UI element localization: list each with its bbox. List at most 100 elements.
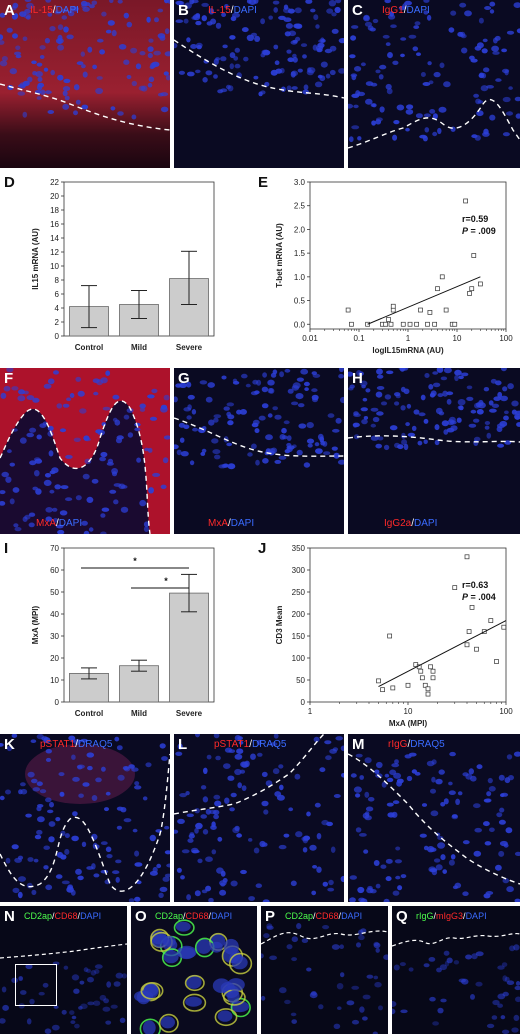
- panel-m-micrograph: M rIgG/DRAQ5: [348, 734, 520, 902]
- panel-n-stain-label: CD2ap/CD68/DAPI: [24, 911, 102, 921]
- panel-d-letter: D: [4, 174, 15, 191]
- panel-a-micrograph: A IL-15/DAPI: [0, 0, 170, 168]
- panel-j-chart: J 0 50 100 150 200 250 300 350 1 10 100 MxA (MPI) CD…: [254, 538, 520, 730]
- panel-n-zoom-box: [15, 964, 57, 1006]
- correlation-p: P = .009: [462, 226, 496, 236]
- chart-i-svg: 0 10 20 30 40 50 60 70 MxA (MPI) Control Mild Sever…: [31, 544, 215, 718]
- y-tick-label: 30: [50, 632, 59, 641]
- scatter-point: [478, 281, 483, 287]
- x-tick-label: 10: [453, 334, 462, 343]
- y-tick-label: 14: [50, 234, 59, 243]
- scatter-point: [425, 686, 431, 692]
- x-category-label: Mild: [131, 709, 147, 718]
- scatter-point: [425, 321, 430, 327]
- chart-j-svg: 0 50 100 150 200 250 300 350 1 10 100 MxA (MPI) CD3 …: [275, 544, 513, 728]
- y-tick-label: 8: [55, 276, 60, 285]
- panel-m-letter: M: [352, 736, 365, 753]
- scatter-point: [349, 321, 354, 327]
- x-category-label: Severe: [176, 343, 203, 352]
- x-tick-label: 100: [499, 707, 513, 716]
- panel-j-letter: J: [258, 540, 267, 557]
- chart-d-svg: 0 2 4 6 8 10 12 14 16 18 20 22 IL15 mRNA (AU) Control…: [31, 178, 215, 352]
- scatter-point: [474, 646, 479, 652]
- y-tick-label: 1.0: [294, 273, 306, 282]
- x-category-label: Control: [75, 343, 103, 352]
- scatter-point: [469, 605, 475, 610]
- panel-n-image: [0, 906, 127, 1034]
- scatter-point: [430, 675, 436, 681]
- scatter-point: [405, 682, 411, 688]
- scatter-point: [419, 675, 425, 681]
- scatter-point: [463, 198, 468, 204]
- panel-f-micrograph: F MxA/DAPI: [0, 368, 170, 534]
- panel-o-stain-label: CD2ap/CD68/DAPI: [155, 911, 233, 921]
- scatter-point: [388, 321, 394, 327]
- panel-c-image: [348, 0, 520, 168]
- scatter-point: [387, 633, 393, 639]
- panel-b-micrograph: B IL-15/DAPI: [174, 0, 344, 168]
- y-tick-label: 16: [50, 220, 59, 229]
- panel-q-image: [392, 906, 520, 1034]
- panel-g-image: [174, 368, 344, 534]
- y-axis-label: MxA (MPI): [31, 605, 40, 644]
- scatter-point: [380, 687, 385, 693]
- panel-k-image: [0, 734, 170, 902]
- y-tick-label: 6: [55, 290, 60, 299]
- panel-a-stain-label: IL-15/DAPI: [30, 5, 79, 16]
- y-tick-label: 20: [50, 192, 59, 201]
- x-category-label: Severe: [176, 709, 203, 718]
- scatter-point: [464, 642, 470, 648]
- scatter-point: [345, 307, 351, 313]
- scatter-point: [464, 554, 470, 560]
- panel-f-letter: F: [4, 370, 14, 387]
- y-axis-label: IL15 mRNA (AU): [31, 228, 40, 290]
- x-tick-label: 0.01: [302, 334, 318, 343]
- panel-k-stain-label: pSTAT1/DRAQ5: [40, 739, 113, 750]
- panel-k-letter: K: [4, 736, 15, 753]
- y-axis-label: CD3 Mean: [275, 606, 284, 645]
- scatter-point: [422, 682, 428, 688]
- y-tick-label: 0: [55, 698, 60, 707]
- chart-e-svg: 0.0 0.5 1.0 1.5 2.0 2.5 3.0 0.01 0.1 1 10 100 logIL1…: [275, 178, 513, 355]
- x-axis-label: logIL15mRNA (AU): [372, 346, 444, 355]
- panel-h-image: [348, 368, 520, 534]
- fit-line: [378, 620, 507, 688]
- y-tick-label: 20: [50, 654, 59, 663]
- x-category-label: Mild: [131, 343, 147, 352]
- panel-b-stain-label: IL-15/DAPI: [208, 5, 257, 16]
- scatter-point: [390, 303, 396, 309]
- scatter-point: [425, 691, 431, 697]
- y-tick-label: 150: [292, 632, 306, 641]
- y-tick-label: 100: [292, 654, 306, 663]
- panel-q-letter: Q: [396, 908, 408, 925]
- scatter-point: [435, 286, 440, 292]
- y-tick-label: 2.5: [294, 202, 306, 211]
- y-tick-label: 2: [55, 318, 60, 327]
- y-tick-label: 300: [292, 566, 306, 575]
- x-tick-label: 100: [499, 334, 513, 343]
- scatter-point: [466, 629, 472, 634]
- y-axis-label: T-bet mRNA (AU): [275, 223, 284, 288]
- panel-h-micrograph: H IgG2a/DAPI: [348, 368, 520, 534]
- y-tick-label: 22: [50, 178, 59, 187]
- x-tick-label: 1: [406, 334, 411, 343]
- y-tick-label: 18: [50, 206, 59, 215]
- correlation-r: r=0.63: [462, 580, 488, 590]
- scatter-point: [407, 321, 413, 327]
- panel-b-letter: B: [178, 2, 189, 19]
- y-tick-label: 12: [50, 248, 59, 257]
- plot-frame: [309, 547, 507, 703]
- scatter-point: [469, 286, 475, 292]
- y-tick-label: 50: [50, 588, 59, 597]
- panel-q-micrograph: Q rIgG/mIgG3/DAPI: [392, 906, 520, 1034]
- scatter-point: [439, 274, 445, 280]
- panel-m-image: [348, 734, 520, 902]
- correlation-r: r=0.59: [462, 214, 488, 224]
- y-tick-label: 0.0: [294, 320, 306, 329]
- panel-p-stain-label: CD2ap/CD68/DAPI: [285, 911, 363, 921]
- panel-l-image: [174, 734, 344, 902]
- panel-n-letter: N: [4, 908, 15, 925]
- scatter-point: [452, 321, 458, 327]
- panel-f-image: [0, 368, 170, 534]
- scatter-point: [383, 321, 389, 327]
